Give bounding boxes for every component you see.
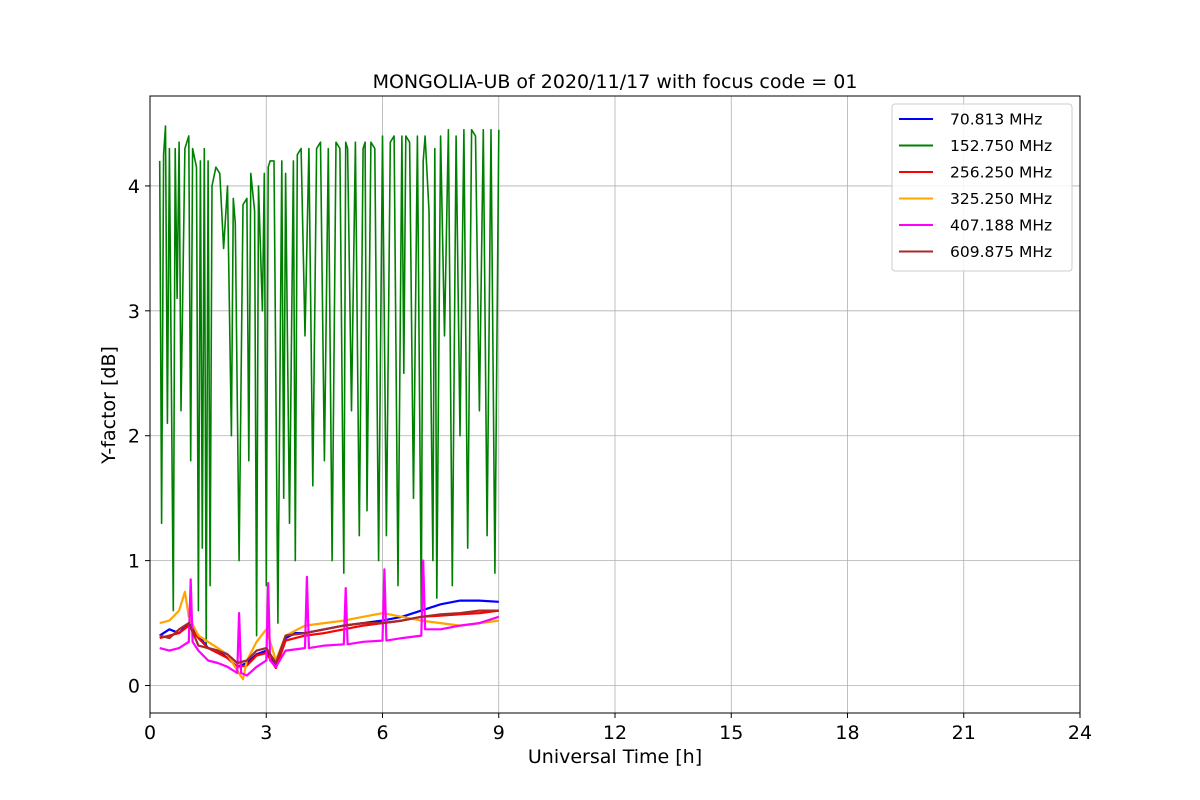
x-axis-label: Universal Time [h] [528, 746, 702, 768]
legend-label: 609.875 MHz [950, 243, 1052, 261]
y-tick-label: 3 [128, 301, 140, 323]
x-tick-label: 9 [493, 722, 505, 744]
chart-title: MONGOLIA-UB of 2020/11/17 with focus cod… [373, 71, 858, 93]
y-tick-label: 0 [128, 676, 140, 698]
legend: 70.813 MHz 152.750 MHz 256.250 MHz 325.250 … [891, 103, 1073, 272]
x-axis: 0 3 6 9 12 15 18 21 24 [144, 713, 1092, 744]
x-tick-label: 3 [260, 722, 272, 744]
legend-label: 407.188 MHz [950, 217, 1052, 235]
y-axis: 0 1 2 3 4 [128, 176, 150, 698]
y-tick-label: 4 [128, 176, 140, 198]
x-tick-label: 18 [835, 722, 859, 744]
legend-label: 152.750 MHz [950, 137, 1052, 155]
y-tick-label: 2 [128, 426, 140, 448]
x-tick-label: 15 [719, 722, 743, 744]
x-tick-label: 6 [376, 722, 388, 744]
legend-label: 325.250 MHz [950, 190, 1052, 208]
x-tick-label: 0 [144, 722, 156, 744]
series-layer [158, 125, 500, 681]
x-tick-label: 12 [603, 722, 627, 744]
legend-label: 70.813 MHz [950, 111, 1042, 129]
series-line-5 [159, 609, 499, 665]
series-line-1 [158, 125, 500, 649]
y-axis-label: Y-factor [dB] [98, 346, 120, 465]
x-tick-label: 24 [1068, 722, 1092, 744]
x-tick-label: 21 [952, 722, 976, 744]
series-line-4 [159, 559, 500, 677]
legend-label: 256.250 MHz [950, 164, 1052, 182]
legend-box [891, 103, 1073, 272]
gridlines [150, 96, 1080, 713]
y-tick-label: 1 [128, 551, 140, 573]
